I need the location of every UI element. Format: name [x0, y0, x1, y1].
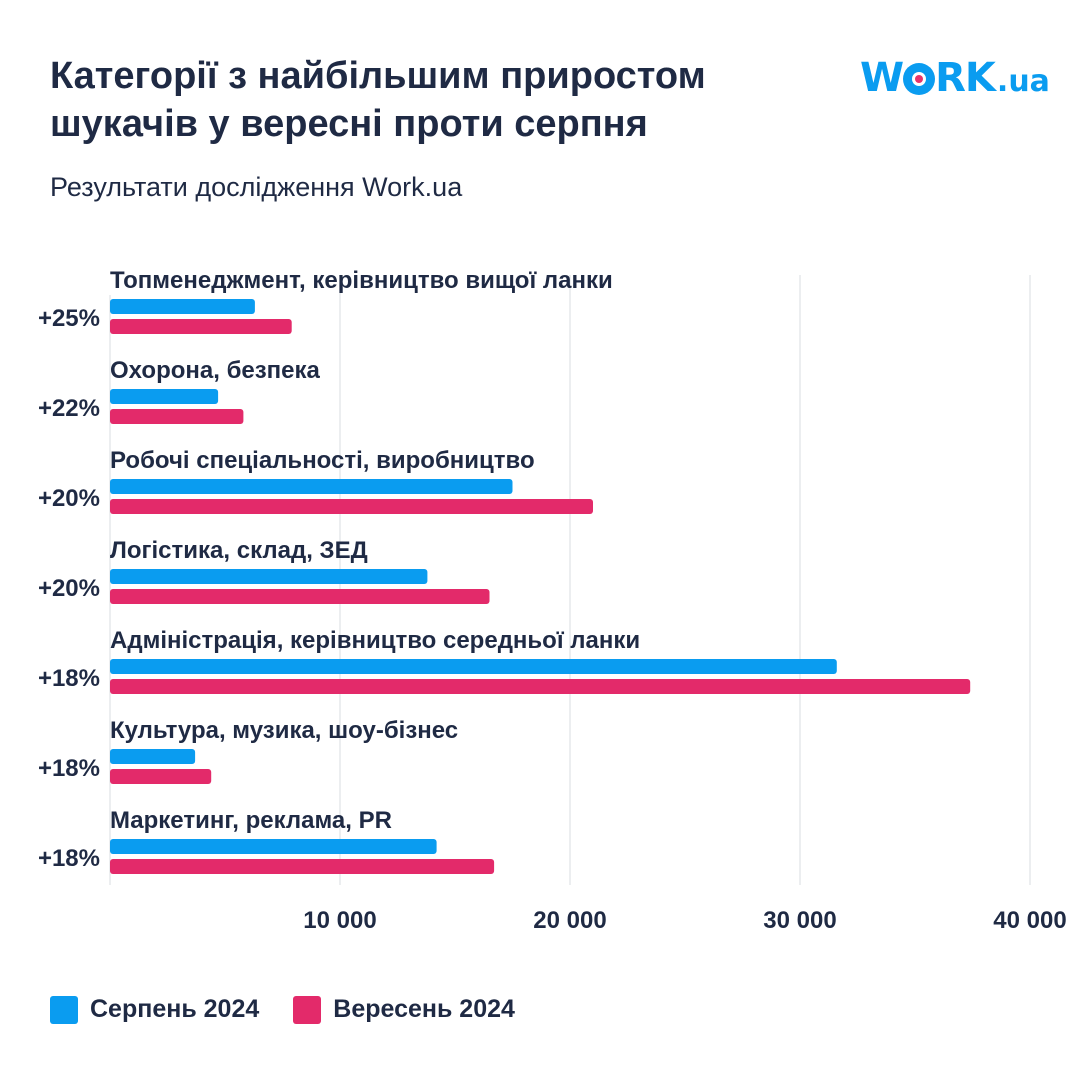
chart-legend: Серпень 2024 Вересень 2024 — [50, 995, 515, 1024]
legend-item-september: Вересень 2024 — [293, 995, 515, 1024]
bar-august — [110, 569, 428, 584]
category-label: Охорона, безпека — [110, 357, 321, 384]
logo-o-icon — [903, 63, 936, 95]
growth-label: +18% — [38, 755, 100, 782]
chart-title: Категорії з найбільшим приростом шукачів… — [50, 55, 706, 145]
chart-subtitle: Результати дослідження Work.ua — [50, 172, 463, 202]
logo-wordmark: W RK — [860, 55, 996, 101]
growth-label: +25% — [38, 305, 100, 332]
legend-label-september: Вересень 2024 — [333, 995, 515, 1023]
bar-september — [110, 859, 495, 874]
x-tick-label: 40 000 — [993, 907, 1066, 934]
legend-label-august: Серпень 2024 — [90, 995, 260, 1023]
bar-september — [110, 589, 490, 604]
category-label: Маркетинг, реклама, PR — [110, 807, 392, 834]
legend-swatch-august — [50, 995, 78, 1024]
bar-september — [110, 679, 971, 694]
category-label: Адміністрація, керівництво середньої лан… — [110, 627, 640, 654]
bar-september — [110, 319, 292, 334]
bar-september — [110, 499, 593, 514]
x-tick-label: 30 000 — [763, 907, 836, 934]
x-tick-label: 20 000 — [533, 907, 606, 934]
bar-august — [110, 479, 513, 494]
category-label: Культура, музика, шоу-бізнес — [110, 717, 458, 744]
category-label: Логістика, склад, ЗЕД — [110, 537, 368, 564]
bar-september — [110, 409, 244, 424]
growth-label: +18% — [38, 665, 100, 692]
bar-august — [110, 749, 196, 764]
legend-item-august: Серпень 2024 — [50, 995, 259, 1024]
bar-august — [110, 839, 437, 854]
growth-label: +20% — [38, 485, 100, 512]
growth-label: +20% — [38, 575, 100, 602]
bar-august — [110, 299, 255, 314]
category-label: Робочі спеціальності, виробництво — [110, 447, 535, 474]
bar-chart: 10 000 20 000 30 000 40 000 Топменеджмент, к… — [38, 267, 1067, 934]
legend-swatch-september — [293, 995, 322, 1024]
work-ua-logo: W RK .ua — [860, 55, 1050, 101]
bar-august — [110, 389, 219, 404]
x-tick-label: 10 000 — [303, 907, 376, 934]
bar-august — [110, 659, 837, 674]
growth-label: +18% — [38, 845, 100, 872]
growth-label: +22% — [38, 395, 100, 422]
bar-september — [110, 769, 212, 784]
logo-suffix: .ua — [996, 64, 1050, 99]
category-label: Топменеджмент, керівництво вищої ланки — [110, 267, 613, 294]
